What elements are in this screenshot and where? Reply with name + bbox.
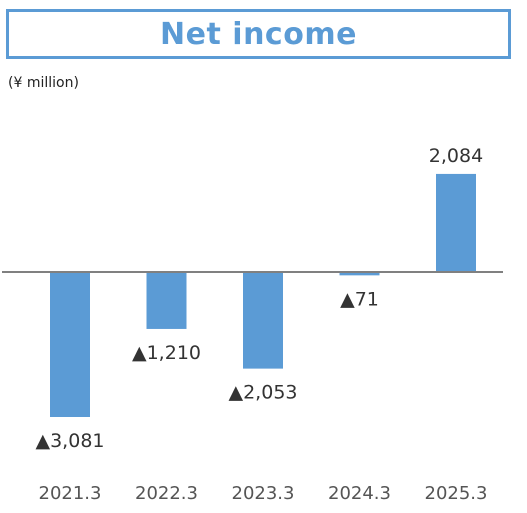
bar-2023.3 [243,272,283,369]
x-tick-label-2023.3: 2023.3 [232,483,295,504]
data-label-2021.3: ▲3,081 [35,430,104,452]
x-tick-label-2021.3: 2021.3 [39,483,102,504]
data-labels-group: ▲3,081 ▲1,210 ▲2,053 ▲71 2,084 [35,145,483,452]
x-tick-labels-group: 2021.3 2022.3 2023.3 2024.3 2025.3 [39,483,488,504]
bar-2025.3 [436,173,476,272]
x-tick-label-2022.3: 2022.3 [135,483,198,504]
unit-label: (¥ million) [8,75,79,91]
data-label-2022.3: ▲1,210 [132,342,201,364]
bar-2021.3 [50,272,90,417]
data-label-2024.3: ▲71 [340,288,379,310]
x-tick-label-2024.3: 2024.3 [328,483,391,504]
bars-group [50,173,476,417]
data-label-2025.3: 2,084 [429,145,483,167]
x-tick-label-2025.3: 2025.3 [425,483,488,504]
bar-2022.3 [146,272,187,329]
data-label-2023.3: ▲2,053 [228,382,297,404]
chart-title: Net income [160,16,357,52]
bar-2024.3 [339,272,380,276]
chart-title-box: Net income [6,9,511,59]
